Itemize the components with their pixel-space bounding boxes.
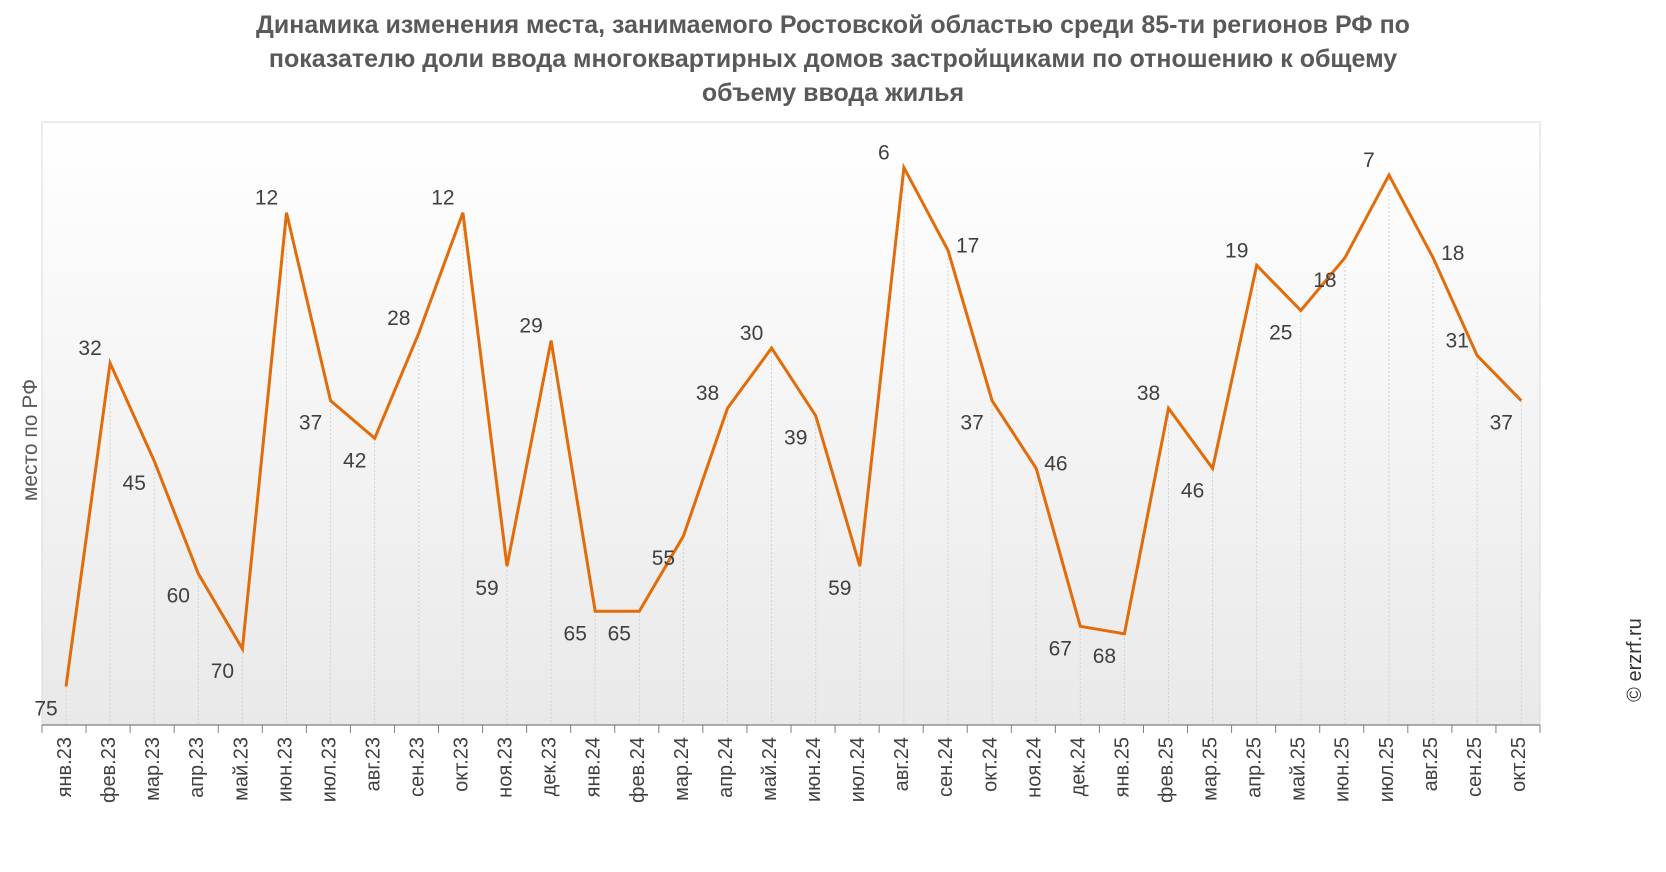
data-label: 67: [1049, 637, 1072, 660]
x-tick-label: сен.24: [935, 737, 957, 797]
data-label: 70: [211, 660, 234, 683]
x-tick-label: окт.24: [979, 737, 1001, 792]
x-tick-label: дек.24: [1067, 737, 1089, 796]
data-label: 37: [960, 412, 983, 435]
data-label: 18: [1313, 269, 1336, 292]
data-label: 30: [740, 322, 763, 345]
data-label: 65: [564, 622, 587, 645]
x-tick-label: май.24: [759, 737, 781, 801]
data-label: 32: [78, 337, 101, 360]
data-label: 55: [652, 547, 675, 570]
x-tick-label: апр.24: [715, 737, 737, 798]
chart-title-line-1: Динамика изменения места, занимаемого Ро…: [256, 11, 1410, 39]
data-label: 46: [1044, 452, 1067, 475]
x-tick-label: окт.25: [1508, 737, 1530, 792]
x-tick-label: авг.25: [1420, 737, 1442, 791]
x-tick-label: мар.24: [671, 737, 693, 801]
data-label: 65: [608, 622, 631, 645]
x-tick-label: мар.25: [1200, 737, 1222, 801]
chart-title: Динамика изменения места, занимаемого Ро…: [0, 8, 1666, 110]
data-label: 45: [123, 472, 146, 495]
x-tick-label: ноя.23: [495, 737, 517, 798]
x-tick-label: сен.25: [1464, 737, 1486, 797]
x-tick-label: июл.23: [318, 737, 340, 802]
x-tick-label: мар.23: [142, 737, 164, 801]
data-label: 38: [696, 382, 719, 405]
data-label: 68: [1093, 645, 1116, 668]
x-tick-label: фев.23: [98, 737, 120, 803]
data-label: 18: [1441, 242, 1464, 265]
x-tick-label: фев.25: [1156, 737, 1178, 803]
data-label: 6: [878, 142, 890, 165]
x-tick-label: май.23: [230, 737, 252, 801]
data-label: 31: [1446, 330, 1469, 353]
chart-title-line-2: показателю доли ввода многоквартирных до…: [268, 45, 1398, 73]
x-tick-label: фев.24: [627, 737, 649, 803]
x-tick-label: ноя.24: [1023, 737, 1045, 798]
data-label: 60: [167, 585, 190, 608]
data-label: 28: [387, 307, 410, 330]
source-credit: © erzrf.ru: [1624, 618, 1646, 702]
data-label: 25: [1269, 321, 1292, 344]
data-label: 59: [828, 577, 851, 600]
x-tick-label: янв.25: [1111, 737, 1133, 797]
x-tick-label: сен.23: [407, 737, 429, 797]
data-label: 7: [1363, 149, 1375, 172]
x-tick-label: янв.23: [54, 737, 76, 797]
data-label: 12: [255, 187, 278, 210]
x-tick-label: июн.25: [1332, 737, 1354, 802]
x-tick-label: июн.24: [803, 737, 825, 802]
x-tick-label: авг.24: [891, 737, 913, 791]
data-label: 37: [299, 412, 322, 435]
data-label: 75: [34, 697, 57, 720]
gridlines: [65, 167, 1522, 725]
x-axis-ticks: [41, 725, 1541, 733]
series-line: [64, 162, 1523, 687]
data-label: 12: [431, 187, 454, 210]
x-tick-label: июн.23: [274, 737, 296, 802]
data-label: 59: [475, 577, 498, 600]
data-labels: 75 32 45 60 70 12 37 42 28 12 59 29 65 65 55 38 30 39 59 6 1…: [34, 142, 1513, 721]
x-tick-label: авг.23: [362, 737, 384, 791]
x-tick-label: июл.24: [847, 737, 869, 802]
x-tick-label: июл.25: [1376, 737, 1398, 802]
chart-title-line-3: объему ввода жилья: [701, 79, 965, 107]
x-tick-label: май.25: [1288, 737, 1310, 801]
data-label: 19: [1225, 239, 1248, 262]
data-label: 37: [1490, 412, 1513, 435]
data-label: 17: [956, 234, 979, 257]
x-tick-label: янв.24: [583, 737, 605, 797]
y-axis-label: место по РФ: [19, 378, 42, 502]
series-polyline: [64, 162, 1523, 687]
x-axis-labels: янв.23 фев.23 мар.23 апр.23 май.23 июн.23 июл.…: [54, 737, 1530, 803]
data-label: 29: [519, 315, 542, 338]
plot-area: [41, 121, 1541, 726]
x-tick-label: апр.25: [1244, 737, 1266, 798]
x-tick-label: апр.23: [186, 737, 208, 798]
data-label: 46: [1181, 479, 1204, 502]
data-label: 38: [1137, 382, 1160, 405]
data-label: 42: [343, 449, 366, 472]
data-label: 39: [784, 427, 807, 450]
x-tick-label: окт.23: [451, 737, 473, 792]
x-tick-label: дек.23: [539, 737, 561, 796]
